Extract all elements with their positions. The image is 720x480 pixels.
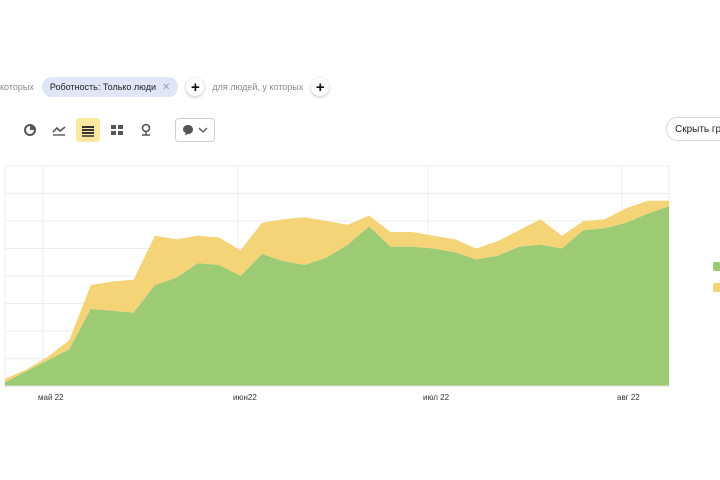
legend-checkbox-yellow[interactable]	[713, 283, 720, 292]
hide-graph-label: Скрыть гр	[675, 123, 720, 135]
bar-chart-button[interactable]	[105, 118, 129, 142]
notes-select[interactable]	[175, 118, 215, 142]
line-chart-button[interactable]	[47, 118, 71, 142]
bar-chart-icon	[111, 125, 123, 135]
chevron-down-icon	[198, 127, 208, 133]
x-tick-label: май 22	[38, 393, 64, 402]
comment-icon	[183, 125, 193, 136]
close-icon[interactable]: ✕	[162, 81, 171, 93]
robot-filter-label: Роботность: Только люди	[49, 82, 157, 92]
stacked-area-chart: май 22 июн22 июл 22 авг 22	[4, 165, 670, 402]
traffic-chart: май 22 июн22 июл 22 авг 22	[0, 160, 720, 410]
chart-legend	[713, 262, 720, 304]
stacked-area-icon	[82, 126, 94, 137]
people-filter-text: для людей, у которых	[212, 82, 304, 92]
pie-chart-button[interactable]	[18, 118, 42, 142]
map-pin-icon	[141, 123, 151, 136]
area-series-0[interactable]	[5, 206, 669, 386]
segment-filter-row: которых Роботность: Только люди ✕ + для …	[0, 76, 337, 98]
area-series-1[interactable]	[5, 200, 669, 383]
add-filter-button[interactable]: +	[186, 78, 205, 96]
stacked-area-button[interactable]	[76, 118, 100, 142]
pie-icon	[24, 124, 36, 136]
line-chart-icon	[52, 126, 66, 136]
robot-filter-chip[interactable]: Роботность: Только люди ✕	[41, 77, 179, 97]
x-tick-label: авг 22	[617, 393, 640, 402]
chart-type-toolbar	[18, 118, 215, 142]
add-people-filter-button[interactable]: +	[311, 78, 330, 96]
x-tick-label: июл 22	[423, 393, 450, 402]
legend-checkbox-green[interactable]	[713, 262, 720, 271]
filter-prefix-text: которых	[0, 82, 34, 92]
hide-graph-button[interactable]: Скрыть гр	[666, 117, 720, 141]
map-button[interactable]	[134, 118, 158, 142]
x-tick-label: июн22	[233, 393, 257, 402]
